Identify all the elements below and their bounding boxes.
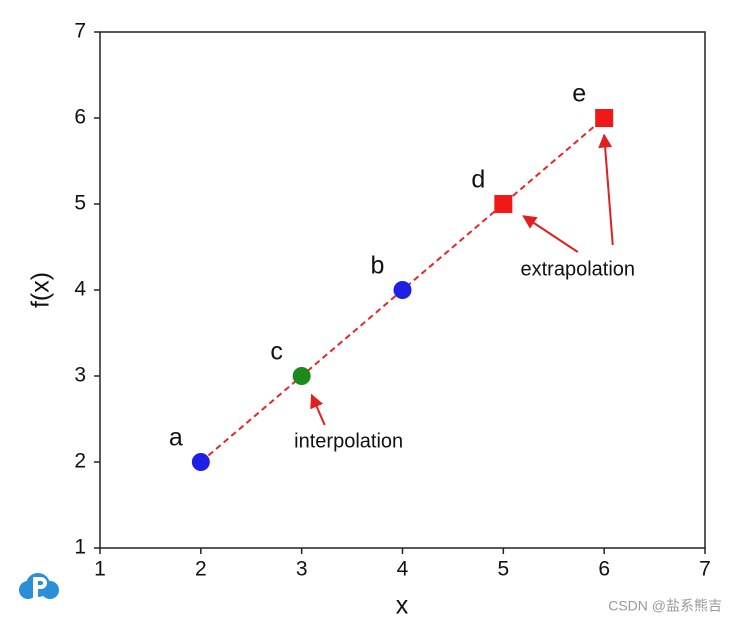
point [191, 453, 210, 471]
x-tick-label: 3 [296, 558, 308, 581]
annotation-arrow [598, 133, 614, 246]
point-label: a [169, 424, 183, 452]
watermark: CSDN @盐系熊吉 [608, 598, 722, 614]
y-tick-label: 1 [74, 536, 86, 559]
point-label: b [371, 252, 385, 280]
point [595, 109, 614, 127]
x-tick-label: 2 [195, 558, 207, 581]
point [292, 367, 311, 385]
y-tick-label: 4 [74, 278, 86, 301]
point-label: d [471, 166, 485, 194]
annotation-arrow [522, 215, 579, 253]
y-tick-label: 2 [74, 450, 86, 473]
annotation: interpolation [294, 430, 403, 452]
x-tick-label: 7 [699, 558, 711, 581]
x-tick-label: 6 [598, 558, 610, 581]
x-tick-label: 4 [397, 558, 409, 581]
x-tick-label: 1 [94, 558, 106, 581]
annotation: extrapolation [520, 258, 635, 280]
point-label: e [572, 80, 586, 108]
y-tick-label: 6 [74, 106, 86, 129]
x-tick-label: 5 [497, 558, 509, 581]
y-axis-label: f(x) [27, 272, 55, 308]
point [393, 281, 412, 299]
annotation-arrow [310, 393, 326, 426]
point [494, 195, 513, 213]
y-tick-label: 3 [74, 364, 86, 387]
point-label: c [270, 338, 283, 366]
x-axis-label: x [396, 592, 409, 620]
y-tick-label: 5 [74, 192, 86, 215]
logo [19, 573, 59, 599]
y-tick-label: 7 [74, 20, 86, 43]
